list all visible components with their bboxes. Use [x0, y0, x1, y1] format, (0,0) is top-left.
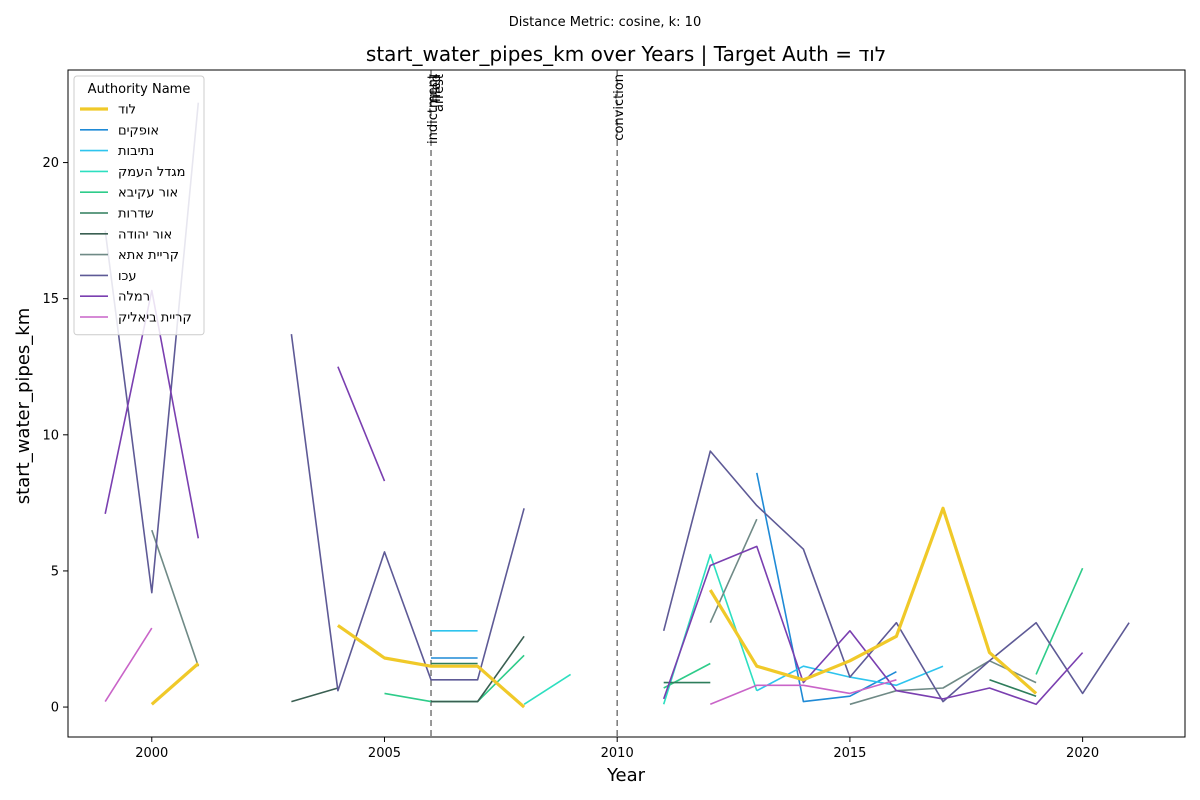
legend-label: קריית אתא	[118, 248, 179, 263]
series-line	[104, 627, 897, 706]
legend-title: Authority Name	[88, 82, 191, 97]
series-segment	[523, 673, 572, 705]
legend-box	[73, 75, 205, 336]
event-label: indictment	[426, 74, 441, 144]
series-line	[291, 635, 525, 703]
y-tick-label: 20	[42, 156, 59, 171]
plot-frame	[67, 69, 1186, 738]
series-segment	[663, 662, 711, 689]
y-tick-label: 10	[42, 428, 59, 443]
series-segment	[151, 529, 200, 667]
event-label: conviction	[612, 74, 627, 141]
series-line	[431, 629, 944, 692]
event-label: filed	[429, 74, 444, 102]
series-segment	[708, 506, 1038, 695]
series-segment	[290, 333, 525, 692]
series-line	[150, 506, 1038, 709]
series-segment	[709, 679, 897, 706]
x-axis: 2000 2005 2010 2015 2020	[135, 737, 1099, 761]
legend-label: אור יהודה	[118, 227, 172, 242]
legend-label: קריית ביאליק	[118, 311, 192, 326]
series-segment	[662, 545, 1084, 706]
series-line	[151, 518, 1037, 706]
series-segment	[1035, 567, 1084, 675]
series-segment	[989, 679, 1037, 697]
y-axis: 0 5 10 15 20	[42, 156, 68, 716]
series-line	[523, 553, 758, 705]
x-tick-label: 2005	[368, 746, 401, 761]
chart-title: start_water_pipes_km over Years | Target…	[366, 42, 886, 66]
series-segment	[756, 665, 944, 692]
series-line	[104, 289, 1084, 706]
series-segment	[709, 518, 758, 624]
chart-suptitle: Distance Metric: cosine, k: 10	[509, 15, 701, 30]
series-segment	[662, 450, 1130, 703]
series-segment	[291, 687, 339, 703]
x-tick-label: 2000	[135, 746, 168, 761]
series-segment	[336, 624, 526, 709]
x-tick-label: 2015	[833, 746, 866, 761]
series-segment	[104, 627, 153, 703]
legend-label: מגדל העמק	[118, 165, 186, 180]
series-line	[431, 662, 1037, 697]
legend-label: אור עקיבא	[118, 186, 178, 201]
y-tick-label: 15	[42, 292, 59, 307]
legend-label: לוד	[118, 103, 136, 118]
legend-label: נתיבות	[118, 144, 154, 159]
y-axis-title: start_water_pipes_km	[13, 308, 34, 504]
legend: Authority Name לוד אופקים נתיבות מגדל העמק או…	[73, 75, 205, 336]
x-tick-label: 2020	[1066, 746, 1099, 761]
legend-label: עכו	[118, 269, 137, 284]
series-segment	[431, 635, 525, 703]
event-label: arrest	[432, 74, 447, 112]
legend-label: אופקים	[118, 123, 159, 138]
legend-label: שדרות	[118, 207, 154, 222]
legend-label: רמלה	[118, 290, 150, 305]
series-line	[431, 472, 897, 703]
series-segment	[150, 662, 200, 706]
series-segment	[337, 366, 386, 482]
y-tick-label: 0	[51, 701, 59, 716]
series-segment	[756, 472, 897, 703]
y-tick-label: 5	[51, 564, 59, 579]
x-axis-title: Year	[606, 765, 646, 786]
x-tick-label: 2010	[601, 746, 634, 761]
